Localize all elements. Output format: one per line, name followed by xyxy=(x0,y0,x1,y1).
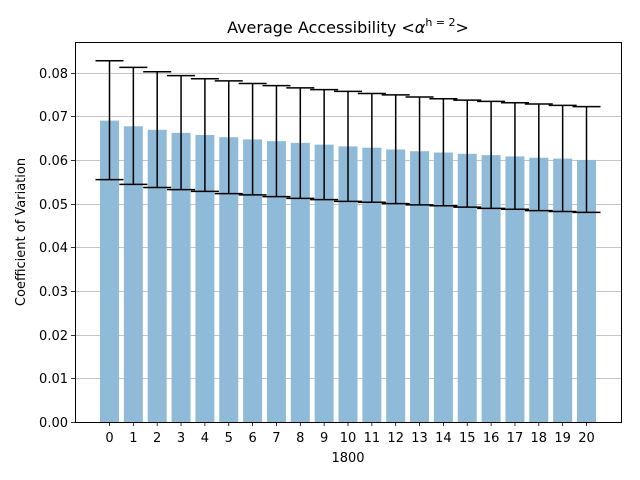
x-tick-label: 13 xyxy=(411,431,428,446)
bar xyxy=(123,126,143,422)
plot-frame xyxy=(75,42,622,423)
x-tick-label: 2 xyxy=(153,431,161,446)
chart-title-superscript: h = 2 xyxy=(425,16,455,29)
bar xyxy=(457,153,477,422)
y-tick-label: 0.06 xyxy=(39,154,68,169)
x-tick-label: 5 xyxy=(225,431,233,446)
bar xyxy=(266,141,286,423)
bar xyxy=(100,120,119,422)
bars xyxy=(100,120,596,423)
x-tick-label: 11 xyxy=(364,431,381,446)
x-tick-label: 12 xyxy=(387,431,404,446)
x-tick-label: 10 xyxy=(340,431,357,446)
y-tick-label: 0.08 xyxy=(39,67,68,82)
bar xyxy=(481,155,501,422)
y-tick-label: 0.01 xyxy=(39,372,68,387)
chart-title-prefix: Average Accessibility < xyxy=(227,18,415,37)
y-tick-label: 0.00 xyxy=(39,416,68,431)
y-tick-label: 0.02 xyxy=(39,329,68,344)
y-tick-label: 0.05 xyxy=(39,198,68,213)
x-tick-label: 7 xyxy=(272,431,280,446)
chart-title-symbol: α xyxy=(415,18,426,37)
bar xyxy=(195,135,215,422)
x-tick-label: 20 xyxy=(578,431,595,446)
bar xyxy=(529,157,549,422)
x-tick-label: 15 xyxy=(459,431,476,446)
x-tick-label: 0 xyxy=(105,431,113,446)
bar xyxy=(410,151,430,422)
y-tick-label: 0.04 xyxy=(39,241,68,256)
x-tick-label: 6 xyxy=(248,431,256,446)
bar xyxy=(362,147,382,422)
x-tick-label: 8 xyxy=(296,431,304,446)
error-bars xyxy=(95,60,601,214)
y-tick-label: 0.03 xyxy=(39,285,68,300)
x-tick-label: 18 xyxy=(531,431,548,446)
x-tick-label: 14 xyxy=(435,431,452,446)
x-axis-label: 1800 xyxy=(331,451,364,466)
bar xyxy=(433,152,453,423)
bar xyxy=(386,149,406,422)
bar xyxy=(147,129,167,423)
x-tick-label: 19 xyxy=(554,431,571,446)
bar xyxy=(290,142,310,422)
x-tick-label: 1 xyxy=(129,431,137,446)
x-tick-label: 3 xyxy=(177,431,185,446)
chart-title-suffix: > xyxy=(456,18,469,37)
x-tick-label: 16 xyxy=(483,431,500,446)
bar xyxy=(553,158,573,422)
x-tick-label: 17 xyxy=(507,431,524,446)
bar xyxy=(577,159,596,422)
chart-title: Average Accessibility <αh = 2> xyxy=(227,16,469,37)
bar xyxy=(219,137,239,422)
x-axis-ticks: 0 1 2 3 4 5 6 7 8 9 10 11 12 13 14 15 16 17 18 19 20 xyxy=(105,422,595,446)
bar xyxy=(338,146,358,422)
y-axis-label: Coefficient of Variation xyxy=(14,158,29,306)
x-tick-label: 4 xyxy=(201,431,209,446)
y-tick-label: 0.07 xyxy=(39,110,68,125)
y-axis-ticks: 0.00 0.01 0.02 0.03 0.04 0.05 0.06 0.07 0.08 xyxy=(39,67,75,431)
bar xyxy=(314,144,334,422)
x-tick-label: 9 xyxy=(320,431,328,446)
bar xyxy=(505,156,525,423)
bar xyxy=(171,132,191,422)
bar xyxy=(243,139,263,423)
